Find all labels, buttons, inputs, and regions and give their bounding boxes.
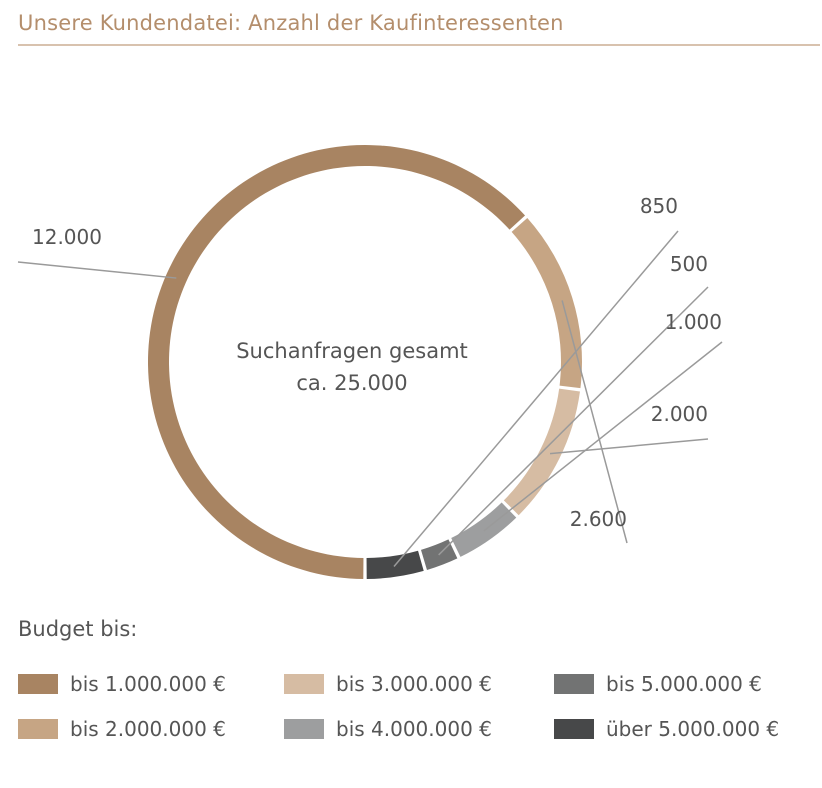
legend-swatch	[554, 674, 594, 694]
value-label: 1.000	[665, 310, 722, 334]
center-label-line-2: ca. 25.000	[296, 371, 407, 395]
legend-item-4: bis 4.000.000 €	[284, 715, 492, 743]
legend-label: über 5.000.000 €	[606, 717, 780, 741]
legend-label: bis 2.000.000 €	[70, 717, 226, 741]
legend-heading: Budget bis:	[18, 617, 138, 641]
slice-bis-1-000-000	[147, 144, 526, 579]
leader-line	[438, 286, 709, 556]
leader-line	[561, 300, 628, 544]
leader-line	[393, 230, 679, 567]
legend-swatch	[554, 719, 594, 739]
center-label-line-1: Suchanfragen gesamt	[236, 339, 468, 363]
value-label: 2.000	[651, 402, 708, 426]
chart-title: Unsere Kundendatei: Anzahl der Kaufinter…	[18, 11, 564, 35]
legend-swatch	[18, 674, 58, 694]
leader-lines	[17, 230, 723, 567]
legend-item-2: bis 2.000.000 €	[18, 715, 226, 743]
value-label: 2.600	[570, 507, 627, 531]
legend-label: bis 1.000.000 €	[70, 672, 226, 696]
legend-swatch	[284, 719, 324, 739]
legend-item-5: bis 5.000.000 €	[554, 670, 762, 698]
value-labels: 12.000 2.600 2.000 1.000 500 850	[32, 194, 722, 531]
legend-item-6: über 5.000.000 €	[554, 715, 779, 743]
legend-label: bis 3.000.000 €	[336, 672, 492, 696]
legend-label: bis 5.000.000 €	[606, 672, 762, 696]
legend-swatch	[18, 719, 58, 739]
legend-label: bis 4.000.000 €	[336, 717, 492, 741]
leader-line	[549, 438, 709, 455]
title-divider	[18, 44, 820, 46]
value-label: 12.000	[32, 225, 102, 249]
legend-swatch	[284, 674, 324, 694]
leader-line	[483, 341, 723, 532]
slice-bis-4-000-000	[451, 502, 517, 557]
value-label: 500	[670, 252, 708, 276]
legend-item-1: bis 1.000.000 €	[18, 670, 226, 698]
value-label: 850	[640, 194, 678, 218]
donut-chart: 12.000 2.600 2.000 1.000 500 850 Suchanfragen…	[17, 144, 723, 579]
leader-line	[17, 261, 177, 279]
slice-bis-2-000-000	[511, 217, 582, 389]
legend-item-3: bis 3.000.000 €	[284, 670, 492, 698]
